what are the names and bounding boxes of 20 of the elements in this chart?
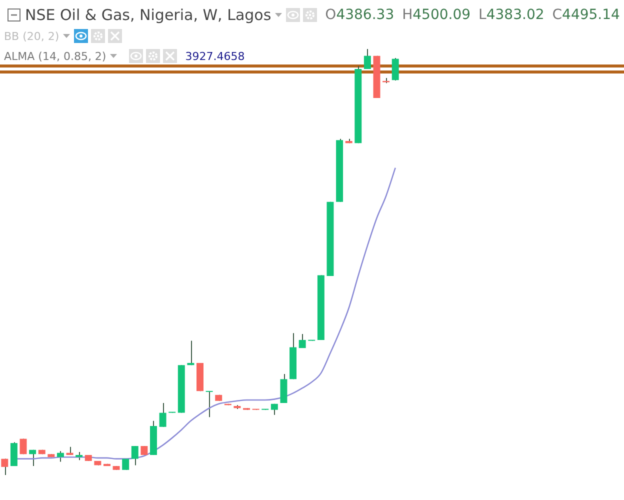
candlestick <box>159 402 166 428</box>
candlestick <box>298 333 306 349</box>
candlestick <box>364 48 371 70</box>
annotation: ALMA (14, 0.85, 2) <box>4 50 106 62</box>
annotation: 3927.4658 <box>185 50 245 62</box>
text: BB (20, 2) <box>4 30 60 42</box>
text: C4495.14 <box>552 7 620 23</box>
candlestick <box>280 374 288 404</box>
candlestick <box>56 450 64 462</box>
text: H4500.09 <box>402 7 471 23</box>
candlestick <box>206 390 213 418</box>
candlestick <box>1 458 8 476</box>
candlestick <box>392 57 399 82</box>
candlestick <box>10 442 18 467</box>
candlestick <box>187 340 194 366</box>
chart-title: NSE Oil & Gas, Nigeria, W, Lagos <box>25 6 272 24</box>
candlestick <box>29 449 36 467</box>
text: O4386.33 <box>325 7 394 23</box>
candlestick <box>131 446 138 466</box>
text: L4383.02 <box>478 7 544 23</box>
